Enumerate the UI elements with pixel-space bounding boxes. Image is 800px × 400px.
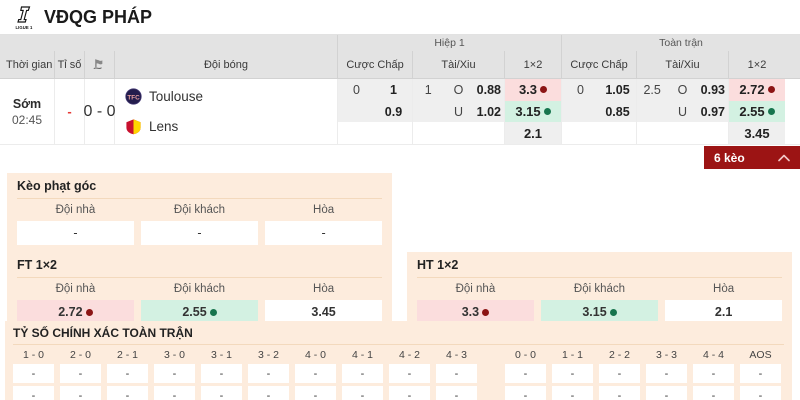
svg-text:TFC: TFC	[127, 94, 140, 101]
